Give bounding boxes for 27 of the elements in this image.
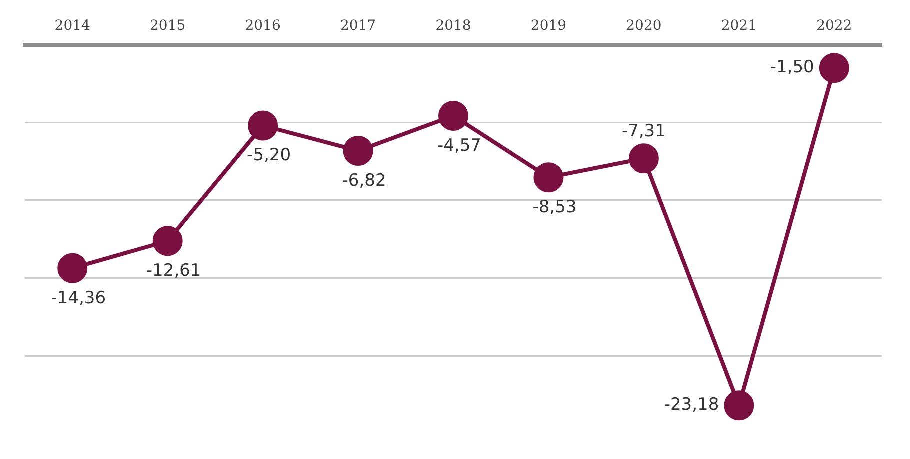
point [534,162,564,193]
data-label: -14,36 [51,288,106,308]
point [438,100,468,131]
data-label: -6,82 [342,170,386,191]
data-label: -1,50 [770,58,814,78]
data-label: -12,61 [146,261,202,282]
x-tick-label: 2018 [436,18,472,34]
point [152,226,183,256]
point [248,110,278,141]
point [628,144,659,174]
x-tick-label: 2020 [626,18,662,34]
x-tick-label: 2016 [245,18,281,34]
data-label: -23,18 [664,395,720,416]
data-label: -7,31 [622,122,666,142]
point [724,390,754,421]
data-label: -4,57 [438,136,482,156]
point [343,136,374,166]
data-label: -5,20 [247,146,292,166]
x-tick-label: 2021 [721,18,757,34]
x-tick-label: 2014 [54,18,91,34]
point [58,253,88,284]
x-tick-label: 2019 [530,18,567,34]
x-tick-label: 2015 [150,18,186,34]
x-tick-label: 2017 [340,18,376,34]
x-tick-label: 2022 [816,18,852,34]
data-label: -8,53 [532,198,577,218]
point [819,53,850,84]
